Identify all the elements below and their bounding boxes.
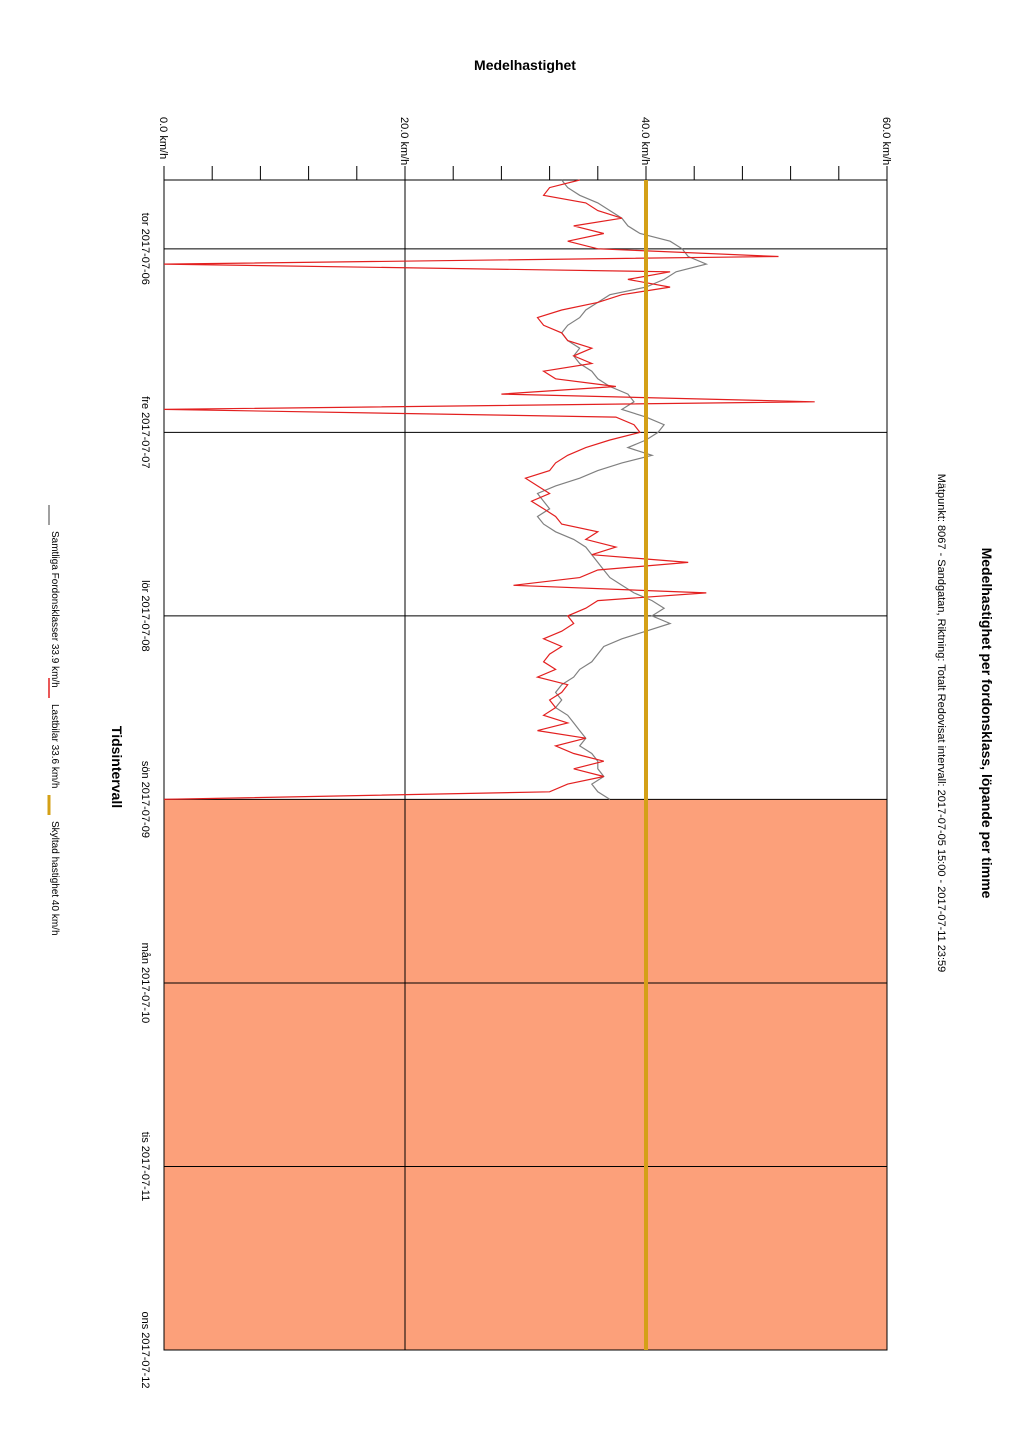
time-tick-label: sön 2017-07-09 <box>139 761 151 838</box>
value-tick-label: 40.0 km/h <box>639 117 651 165</box>
legend-item-speed-limit-text: Skyltad hastighet 40 km/h <box>49 821 60 936</box>
value-axis-label: Medelhastighet <box>474 57 576 73</box>
time-axis-label: Tidsintervall <box>109 726 125 808</box>
plot-frame <box>163 179 888 1351</box>
series-line-all-vehicles <box>536 179 709 800</box>
chart-subtitle: Mätpunkt: 8067 - Sandgatan, Riktning: To… <box>935 474 947 973</box>
time-tick-label: tor 2017-07-06 <box>139 213 151 285</box>
time-tick-label: tis 2017-07-11 <box>139 1132 151 1202</box>
time-tick-label: ons 2017-07-12 <box>139 1311 151 1388</box>
value-tick-label: 0.0 km/h <box>157 117 169 159</box>
time-tick-label: mån 2017-07-10 <box>139 943 151 1024</box>
legend-item-trucks-text: Lastbilar 33.6 km/h <box>49 704 60 789</box>
value-tick-label: 20.0 km/h <box>398 117 410 165</box>
no-data-region <box>164 799 887 1350</box>
time-tick-label: fre 2017-07-07 <box>139 396 151 468</box>
value-tick-label: 60.0 km/h <box>880 117 892 165</box>
series-line-trucks <box>163 179 815 800</box>
time-tick-label: lör 2017-07-08 <box>139 580 151 652</box>
legend-item-all-vehicles-text: Samtliga Fordonsklasser 33.9 km/h <box>49 531 60 688</box>
chart-title: Medelhastighet per fordonsklass, löpande… <box>979 548 995 899</box>
